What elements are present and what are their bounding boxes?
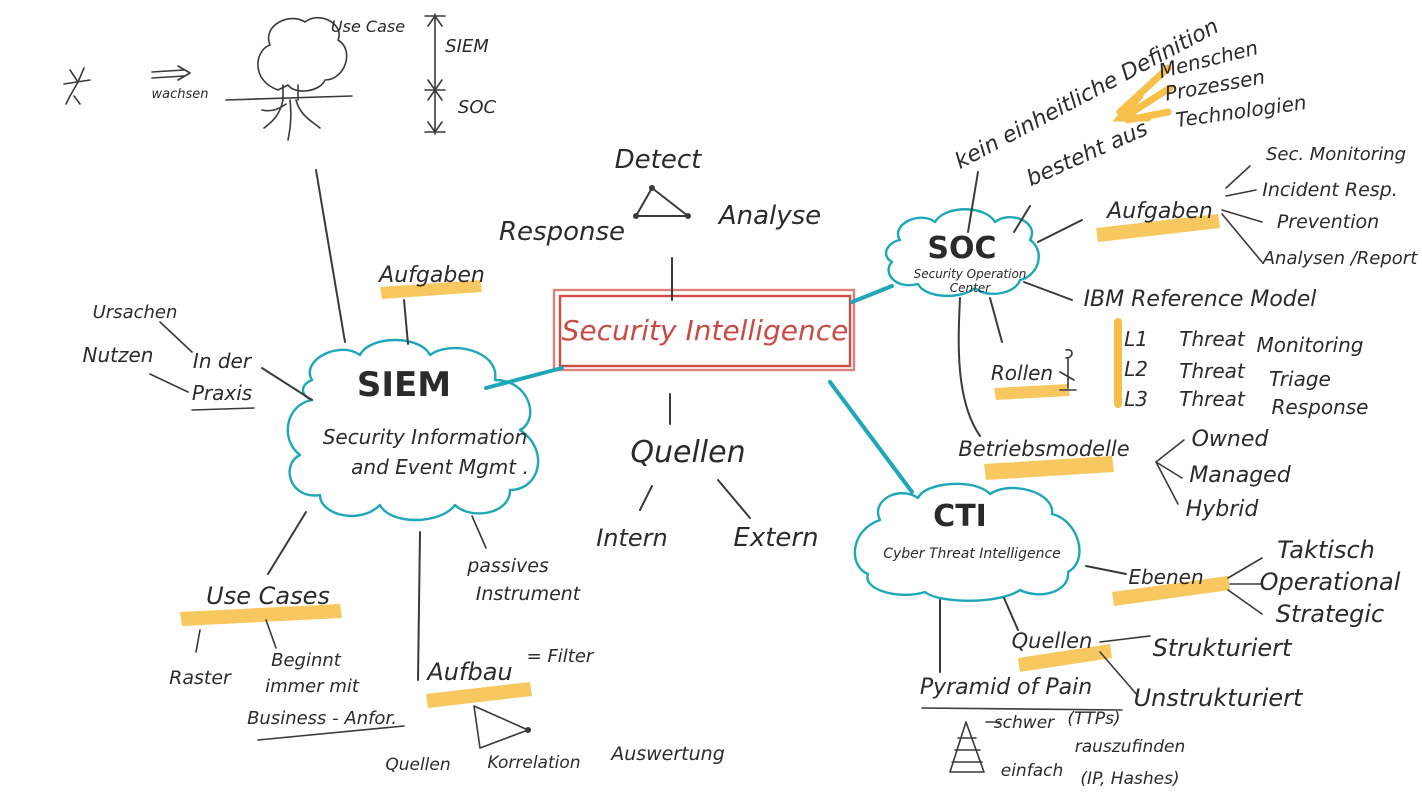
siem-aufgaben: Aufgaben xyxy=(377,263,485,345)
soc-level-2-action: Response xyxy=(1272,395,1369,419)
passives-line1: passives xyxy=(466,555,549,577)
usecases-raster: Raster xyxy=(169,667,232,689)
soc-ibm: IBM Reference Model L1 Threat Monitoring… xyxy=(1023,281,1368,419)
siem-node: SIEM Security Information and Event Mgmt… xyxy=(286,338,540,522)
soc-level-2-threat: Threat xyxy=(1179,387,1246,411)
soc-level-2-level: L3 xyxy=(1124,387,1148,411)
pyramid-ttps: (TTPs) xyxy=(1067,709,1120,729)
pyramid-hashes: (IP, Hashes) xyxy=(1080,769,1179,789)
siem-title: SIEM xyxy=(357,365,451,405)
cti-quellen: Quellen Strukturiert Unstrukturiert xyxy=(1003,597,1304,712)
aufbau-title: Aufbau xyxy=(425,658,512,686)
soc-level-0-level: L1 xyxy=(1124,327,1148,351)
soc-betrieb-label: Betriebsmodelle xyxy=(958,437,1129,461)
cti-quellen-item-0: Strukturiert xyxy=(1153,634,1293,662)
soc-level-row: L2 Threat Triage xyxy=(1124,357,1331,391)
center-node: Security Intelligence xyxy=(552,288,856,372)
soc-rollen-label: Rollen xyxy=(991,361,1053,385)
pyramid-schwer: schwer xyxy=(994,713,1055,733)
cti-ebenen-item-2: Strategic xyxy=(1276,600,1385,628)
soc-aufgaben-item-2: Prevention xyxy=(1277,211,1379,233)
soc-subtitle1: Security Operation xyxy=(914,267,1027,281)
soc-rollen: Rollen xyxy=(989,297,1077,400)
usecases-title: Use Cases xyxy=(206,582,330,610)
passives-line2: Instrument xyxy=(476,583,582,605)
aufbau-quellen: Quellen xyxy=(385,755,450,775)
pyramid-label: Pyramid of Pain xyxy=(920,675,1092,700)
cti-quellen-item-1: Unstrukturiert xyxy=(1134,684,1304,712)
siem-aufbau: Aufbau = Filter Quellen Korrelation Ausw… xyxy=(385,531,725,775)
praxis-label: Praxis xyxy=(192,381,252,405)
detect-label: Detect xyxy=(615,145,703,175)
cti-title: CTI xyxy=(933,499,987,534)
soc-title: SOC xyxy=(927,231,996,266)
siem-praxis: Ursachen Nutzen In der Praxis xyxy=(83,302,313,411)
soc-level-1-action: Triage xyxy=(1269,367,1331,391)
soc-aufgaben-item-0: Sec. Monitoring xyxy=(1266,144,1406,165)
quellen-title: Quellen xyxy=(630,435,745,470)
soc-aufgaben: Aufgaben Sec. Monitoring Incident Resp. … xyxy=(1037,144,1418,269)
analyse-label: Analyse xyxy=(717,201,821,231)
soc-level-row: L3 Threat Response xyxy=(1124,387,1368,419)
siem-usecases: Use Cases Raster Beginnt immer mit Busin… xyxy=(169,511,405,741)
soc-aufgaben-item-3: Analysen /Report xyxy=(1262,248,1418,269)
aufbau-filter: = Filter xyxy=(527,646,595,667)
soc-node: SOC Security Operation Center xyxy=(884,208,1040,298)
aufbau-korrelation: Korrelation xyxy=(487,753,580,773)
praxis-ursachen: Ursachen xyxy=(93,302,178,323)
soc-aufgaben-label: Aufgaben xyxy=(1105,199,1213,224)
cti-node: CTI Cyber Threat Intelligence xyxy=(853,482,1081,602)
soc-ibm-label: IBM Reference Model xyxy=(1084,287,1317,312)
cti-subtitle: Cyber Threat Intelligence xyxy=(883,546,1061,562)
soc-betrieb-item-0: Owned xyxy=(1192,427,1270,452)
cti-ebenen-label: Ebenen xyxy=(1128,565,1203,589)
use-case-tree: Use Case SIEM SOC wachsen xyxy=(63,13,497,343)
soc-betrieb-item-1: Managed xyxy=(1189,463,1291,488)
cti-pyramid: Pyramid of Pain schwer (TTPs) rauszufind… xyxy=(920,599,1186,789)
siem-line2: and Event Mgmt . xyxy=(351,455,529,479)
siem-aufgaben-label: Aufgaben xyxy=(377,263,485,288)
usecases-beginnt2: immer mit xyxy=(265,676,360,697)
center-to-cti-link xyxy=(828,380,914,494)
quellen-intern: Intern xyxy=(596,524,668,552)
soc-subtitle2: Center xyxy=(950,281,991,295)
usecases-beginnt3: Business - Anfor. xyxy=(247,708,397,729)
pyramid-herauszufinden: rauszufinden xyxy=(1075,737,1186,757)
soc-level-row: L1 Threat Monitoring xyxy=(1124,327,1363,357)
tree-soc-label: SOC xyxy=(458,97,497,118)
cti-ebenen: Ebenen Taktisch Operational Strategic xyxy=(1085,536,1401,628)
center-title: Security Intelligence xyxy=(562,314,849,347)
response-label: Response xyxy=(499,217,625,247)
praxis-nutzen: Nutzen xyxy=(83,343,154,367)
center-to-siem-link xyxy=(484,366,564,390)
aufbau-auswertung: Auswertung xyxy=(609,743,725,765)
soc-aufgaben-item-1: Incident Resp. xyxy=(1262,179,1398,201)
quellen-branch: Quellen Intern Extern xyxy=(596,393,819,553)
tree-wachsen-label: wachsen xyxy=(152,87,209,102)
soc-level-1-threat: Threat xyxy=(1179,359,1246,383)
praxis-prefix: In der xyxy=(193,349,253,373)
usecases-beginnt1: Beginnt xyxy=(271,650,342,671)
tree-usecase-label: Use Case xyxy=(331,17,405,36)
siem-line1: Security Information xyxy=(323,425,528,449)
quellen-extern: Extern xyxy=(733,523,818,553)
cti-quellen-label: Quellen xyxy=(1012,629,1093,653)
cti-ebenen-item-1: Operational xyxy=(1260,568,1401,596)
soc-level-0-action: Monitoring xyxy=(1257,333,1364,357)
siem-passives: passives Instrument xyxy=(466,515,582,605)
soc-betrieb: Betriebsmodelle Owned Managed Hybrid xyxy=(957,297,1292,522)
center-to-soc-link xyxy=(850,284,894,304)
soc-level-0-threat: Threat xyxy=(1179,327,1246,351)
soc-betrieb-item-2: Hybrid xyxy=(1186,497,1260,522)
detect-triangle: Detect Response Analyse xyxy=(499,145,821,301)
cti-ebenen-item-0: Taktisch xyxy=(1277,536,1375,564)
tree-siem-label: SIEM xyxy=(445,36,489,57)
pyramid-einfach: einfach xyxy=(1001,761,1063,781)
soc-level-1-level: L2 xyxy=(1124,357,1148,381)
